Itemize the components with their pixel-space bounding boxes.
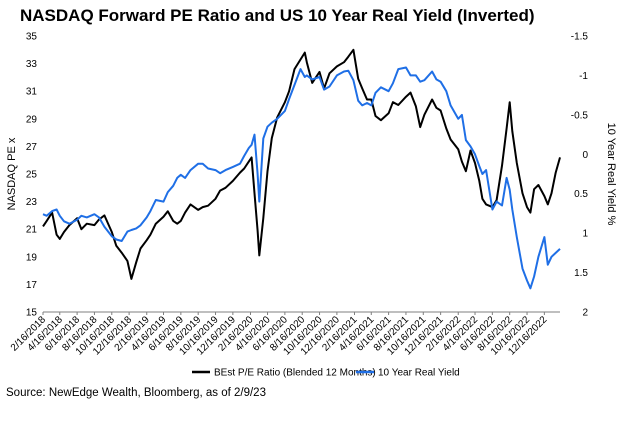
source-note: Source: NewEdge Wealth, Bloomberg, as of… bbox=[6, 387, 266, 399]
y-left-tick-label: 23 bbox=[26, 197, 38, 208]
y-right-tick-label: 1.5 bbox=[574, 268, 588, 279]
y-left-tick-label: 21 bbox=[26, 225, 38, 236]
y-left-tick-label: 15 bbox=[26, 308, 38, 319]
y-left-tick-label: 29 bbox=[26, 114, 38, 125]
y-right-tick-label: -0.5 bbox=[571, 110, 589, 121]
y-left-tick-label: 19 bbox=[26, 252, 38, 263]
y-left-tick-label: 31 bbox=[26, 87, 38, 98]
y-left-tick-label: 27 bbox=[26, 142, 38, 153]
chart-title: NASDAQ Forward PE Ratio and US 10 Year R… bbox=[20, 6, 535, 25]
y-right-tick-label: -1 bbox=[579, 71, 588, 82]
y-left-tick-label: 25 bbox=[26, 170, 38, 181]
legend-label: BEst P/E Ratio (Blended 12 Months) bbox=[214, 368, 376, 379]
y-left-tick-label: 33 bbox=[26, 59, 38, 70]
y-left-tick-label: 35 bbox=[26, 32, 38, 43]
legend-label: 10 Year Real Yield bbox=[378, 368, 460, 379]
y-right-tick-label: 0 bbox=[582, 150, 588, 161]
y-left-axis-title: NASDAQ PE x bbox=[6, 137, 18, 210]
real-yield-line bbox=[42, 66, 561, 290]
y-right-tick-label: 0.5 bbox=[574, 189, 588, 200]
pe-ratio-line bbox=[42, 48, 561, 280]
y-right-tick-label: -1.5 bbox=[571, 32, 589, 43]
y-right-tick-label: 2 bbox=[582, 308, 588, 319]
y-right-tick-label: 1 bbox=[582, 229, 588, 240]
y-left-tick-label: 17 bbox=[26, 280, 38, 291]
y-right-axis-title: 10 Year Real Yield % bbox=[605, 123, 617, 226]
